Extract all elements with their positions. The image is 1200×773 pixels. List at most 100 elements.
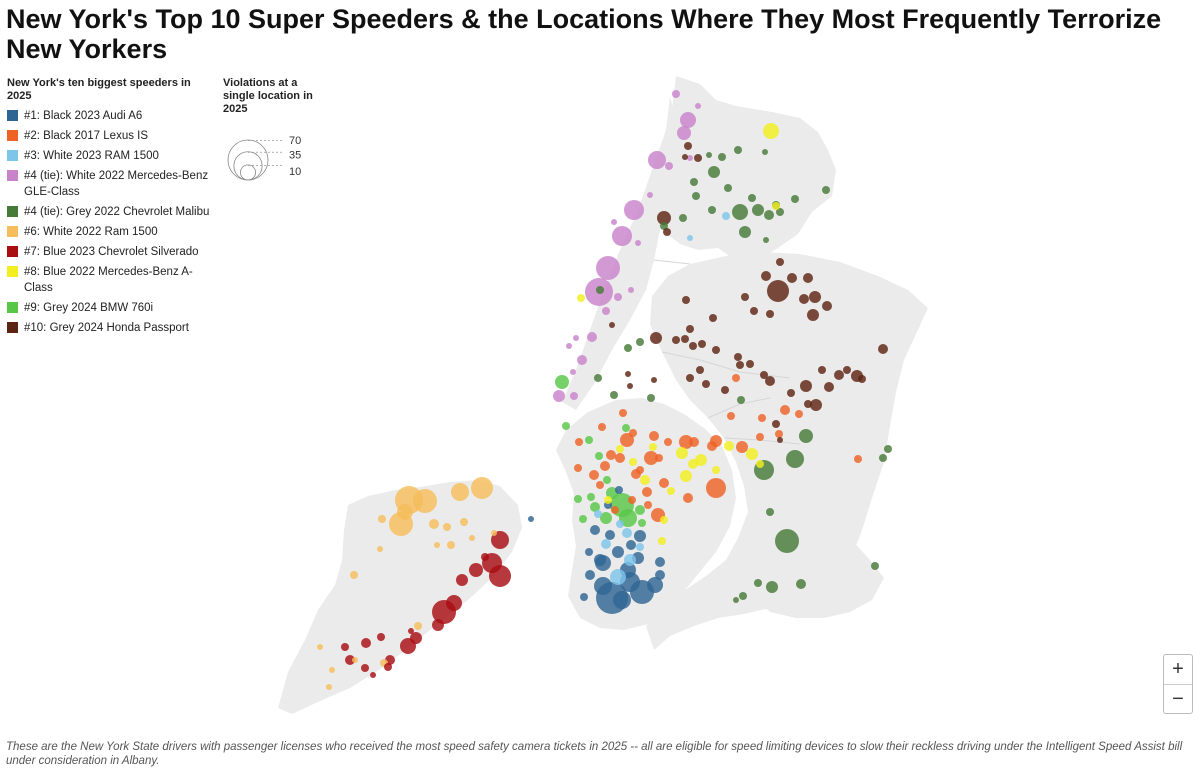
violation-location-point[interactable]	[573, 335, 579, 341]
violation-location-point[interactable]	[746, 360, 754, 368]
violation-location-point[interactable]	[634, 530, 646, 542]
violation-location-point[interactable]	[638, 519, 646, 527]
violation-location-point[interactable]	[627, 383, 633, 389]
violation-location-point[interactable]	[686, 374, 694, 382]
violation-location-point[interactable]	[736, 441, 748, 453]
violation-location-point[interactable]	[651, 377, 657, 383]
violation-location-point[interactable]	[834, 370, 844, 380]
legend-item-3[interactable]: #3: White 2023 RAM 1500	[7, 148, 212, 164]
violation-location-point[interactable]	[657, 211, 671, 225]
violation-location-point[interactable]	[590, 502, 600, 512]
violation-location-point[interactable]	[736, 361, 744, 369]
violation-location-point[interactable]	[799, 294, 809, 304]
violation-location-point[interactable]	[432, 619, 444, 631]
violation-location-point[interactable]	[772, 202, 780, 210]
violation-location-point[interactable]	[606, 450, 616, 460]
violation-location-point[interactable]	[752, 204, 764, 216]
violation-location-point[interactable]	[615, 486, 623, 494]
violation-location-point[interactable]	[718, 153, 726, 161]
violation-location-point[interactable]	[626, 540, 636, 550]
violation-location-point[interactable]	[787, 389, 795, 397]
violation-location-point[interactable]	[619, 409, 627, 417]
violation-location-point[interactable]	[622, 528, 632, 538]
violation-location-point[interactable]	[612, 546, 624, 558]
violation-location-point[interactable]	[706, 478, 726, 498]
violation-location-point[interactable]	[628, 287, 634, 293]
violation-location-point[interactable]	[780, 405, 790, 415]
violation-location-point[interactable]	[614, 293, 622, 301]
violation-location-point[interactable]	[695, 103, 701, 109]
violation-location-point[interactable]	[596, 256, 620, 280]
violation-location-point[interactable]	[689, 437, 699, 447]
violation-location-point[interactable]	[613, 591, 631, 609]
violation-location-point[interactable]	[681, 335, 689, 343]
violation-location-point[interactable]	[843, 366, 851, 374]
violation-location-point[interactable]	[384, 663, 392, 671]
violation-location-point[interactable]	[625, 371, 631, 377]
violation-location-point[interactable]	[624, 200, 644, 220]
zoom-out-button[interactable]: −	[1164, 684, 1192, 714]
violation-location-point[interactable]	[555, 375, 569, 389]
violation-location-point[interactable]	[378, 515, 386, 523]
violation-location-point[interactable]	[754, 579, 762, 587]
violation-location-point[interactable]	[341, 643, 349, 651]
violation-location-point[interactable]	[624, 554, 636, 566]
violation-location-point[interactable]	[594, 554, 606, 566]
violation-location-point[interactable]	[672, 90, 680, 98]
violation-location-point[interactable]	[775, 529, 799, 553]
violation-location-point[interactable]	[629, 429, 637, 437]
violation-location-point[interactable]	[677, 126, 691, 140]
violation-location-point[interactable]	[649, 443, 657, 451]
violation-location-point[interactable]	[603, 476, 611, 484]
violation-location-point[interactable]	[667, 487, 675, 495]
violation-location-point[interactable]	[595, 452, 603, 460]
violation-location-point[interactable]	[587, 332, 597, 342]
violation-location-point[interactable]	[326, 684, 332, 690]
violation-location-point[interactable]	[628, 496, 636, 504]
violation-location-point[interactable]	[680, 470, 692, 482]
violation-location-point[interactable]	[605, 530, 615, 540]
violation-location-point[interactable]	[854, 455, 862, 463]
violation-location-point[interactable]	[491, 530, 497, 536]
violation-location-point[interactable]	[708, 206, 716, 214]
legend-item-1[interactable]: #1: Black 2023 Audi A6	[7, 108, 212, 124]
violation-location-point[interactable]	[689, 342, 697, 350]
violation-location-point[interactable]	[775, 430, 783, 438]
violation-location-point[interactable]	[822, 301, 832, 311]
violation-location-point[interactable]	[377, 546, 383, 552]
violation-location-point[interactable]	[361, 664, 369, 672]
violation-location-point[interactable]	[345, 655, 355, 665]
violation-location-point[interactable]	[587, 493, 595, 501]
violation-location-point[interactable]	[434, 542, 440, 548]
violation-location-point[interactable]	[456, 574, 468, 586]
violation-location-point[interactable]	[733, 597, 739, 603]
violation-location-point[interactable]	[566, 343, 572, 349]
violation-location-point[interactable]	[776, 258, 784, 266]
violation-location-point[interactable]	[760, 371, 768, 379]
violation-location-point[interactable]	[329, 667, 335, 673]
violation-location-point[interactable]	[589, 470, 599, 480]
legend-item-7[interactable]: #7: Blue 2023 Chevrolet Silverado	[7, 244, 212, 260]
violation-location-point[interactable]	[732, 204, 748, 220]
violation-location-point[interactable]	[649, 431, 659, 441]
violation-location-point[interactable]	[772, 420, 780, 428]
violation-location-point[interactable]	[727, 412, 735, 420]
violation-location-point[interactable]	[796, 579, 806, 589]
violation-location-point[interactable]	[429, 519, 439, 529]
violation-location-point[interactable]	[658, 537, 666, 545]
violation-location-point[interactable]	[659, 478, 669, 488]
violation-location-point[interactable]	[604, 496, 612, 504]
violation-location-point[interactable]	[764, 210, 774, 220]
violation-location-point[interactable]	[712, 346, 720, 354]
violation-location-point[interactable]	[734, 146, 742, 154]
violation-location-point[interactable]	[644, 501, 652, 509]
violation-location-point[interactable]	[692, 192, 700, 200]
violation-location-point[interactable]	[650, 332, 662, 344]
violation-location-point[interactable]	[350, 571, 358, 579]
violation-location-point[interactable]	[574, 464, 582, 472]
violation-location-point[interactable]	[585, 548, 593, 556]
violation-location-point[interactable]	[636, 466, 644, 474]
violation-location-point[interactable]	[352, 657, 358, 663]
